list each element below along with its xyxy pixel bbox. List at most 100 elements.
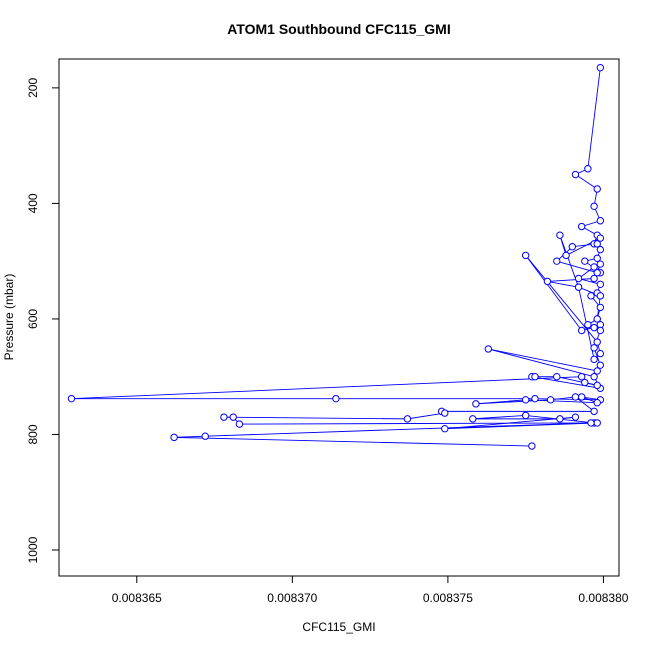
data-point xyxy=(521,396,530,404)
data-point xyxy=(596,349,605,358)
data-point xyxy=(590,202,598,211)
data-point xyxy=(571,170,580,179)
data-point xyxy=(235,420,244,428)
data-point xyxy=(201,432,209,440)
series-segment xyxy=(488,348,595,378)
data-point xyxy=(472,400,480,408)
series-segment xyxy=(547,278,595,282)
data-point xyxy=(403,415,412,423)
data-point xyxy=(469,415,477,423)
data-point xyxy=(229,413,237,421)
data-point xyxy=(441,424,449,433)
data-point xyxy=(593,338,601,346)
series-segment xyxy=(239,422,595,425)
data-point xyxy=(587,419,595,427)
data-point xyxy=(571,393,580,401)
data-point xyxy=(590,355,598,364)
data-point xyxy=(584,165,592,173)
x-axis-label: CFC115_GMI xyxy=(302,620,375,634)
data-point xyxy=(590,407,598,416)
data-point xyxy=(577,326,586,335)
data-point xyxy=(484,345,493,353)
x-tick-label: 0.008375 xyxy=(423,591,473,605)
series-segment xyxy=(71,376,582,400)
series-segment xyxy=(575,174,598,190)
data-point xyxy=(593,315,601,323)
chart-title: ATOM1 Southbound CFC115_GMI xyxy=(227,21,451,37)
data-point xyxy=(553,257,561,265)
series-segment xyxy=(174,436,532,447)
data-point xyxy=(593,381,601,390)
x-axis: 0.008365 0.008370 0.008375 0.008380 xyxy=(112,576,629,605)
data-point xyxy=(220,413,228,421)
data-point xyxy=(571,413,580,421)
y-axis-label: Pressure (mbar) xyxy=(2,274,16,361)
data-point xyxy=(528,442,536,450)
data-point xyxy=(596,63,605,72)
plot-frame xyxy=(58,58,620,577)
data-point xyxy=(170,433,178,442)
series-segment xyxy=(547,280,579,288)
data-point xyxy=(596,245,605,254)
series-segment xyxy=(223,416,408,420)
series-segment xyxy=(488,348,598,372)
data-point xyxy=(556,415,564,423)
data-point xyxy=(577,393,586,401)
data-point xyxy=(556,231,564,239)
x-tick-label: 0.008365 xyxy=(112,591,162,605)
y-tick-label: 1000 xyxy=(26,536,40,563)
data-point xyxy=(596,303,605,312)
series-segment xyxy=(575,396,595,412)
series-segment xyxy=(205,422,592,437)
data-point xyxy=(574,283,583,291)
series-segment xyxy=(556,260,598,274)
y-tick-label: 800 xyxy=(26,424,40,444)
data-point xyxy=(581,378,589,387)
y-axis: 200 400 600 800 1000 xyxy=(26,78,59,563)
data-point xyxy=(596,234,605,242)
plot-area xyxy=(67,63,605,450)
series-segment xyxy=(472,414,526,420)
series-segment xyxy=(407,412,445,420)
data-point xyxy=(521,411,530,420)
series-segment xyxy=(550,396,576,401)
data-point xyxy=(332,394,340,403)
data-point xyxy=(577,222,586,231)
data-point xyxy=(593,254,601,262)
data-point xyxy=(577,373,586,381)
data-point xyxy=(441,409,449,417)
data-point xyxy=(574,274,583,283)
x-tick-label: 0.008370 xyxy=(267,591,317,605)
data-point xyxy=(553,373,561,381)
series xyxy=(67,63,605,450)
data-point xyxy=(593,367,601,375)
data-point xyxy=(596,361,605,369)
data-point xyxy=(596,280,605,288)
data-point xyxy=(590,274,598,283)
data-point xyxy=(590,263,598,271)
data-point xyxy=(593,419,601,427)
data-point xyxy=(590,344,598,352)
data-point xyxy=(593,269,601,277)
series-segment xyxy=(525,255,598,343)
data-point xyxy=(596,217,605,225)
data-point xyxy=(543,277,552,286)
data-point xyxy=(596,326,605,335)
data-point xyxy=(521,251,530,260)
data-point xyxy=(587,292,595,300)
data-point xyxy=(581,257,589,265)
data-point xyxy=(596,260,605,268)
y-tick-label: 200 xyxy=(26,78,40,98)
y-tick-label: 400 xyxy=(26,193,40,213)
data-point xyxy=(593,240,601,248)
data-point xyxy=(531,394,539,403)
data-point xyxy=(590,373,598,381)
x-tick-label: 0.008380 xyxy=(578,591,628,605)
data-point xyxy=(584,321,592,329)
y-tick-label: 600 xyxy=(26,309,40,329)
data-point xyxy=(568,243,577,251)
data-point xyxy=(67,394,76,403)
data-point xyxy=(546,396,555,404)
